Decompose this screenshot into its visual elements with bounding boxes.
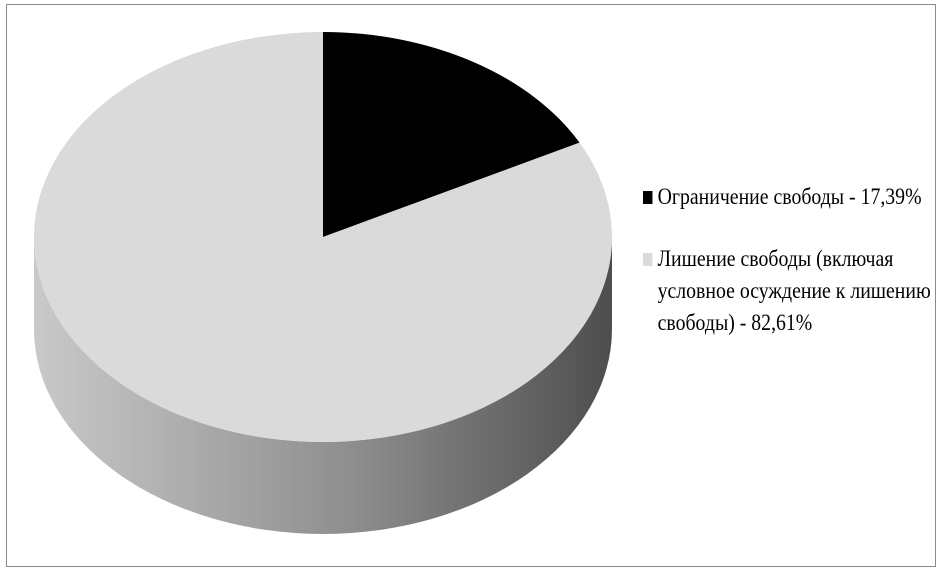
legend-label-deprivation: Лишение свободы (включая условное осужде… (658, 246, 931, 335)
legend-swatch-restriction (643, 191, 652, 204)
legend-swatch-deprivation (643, 253, 652, 266)
legend-item-restriction: Ограничение свободы - 17,39% (643, 181, 941, 213)
legend-label-restriction: Ограничение свободы - 17,39% (658, 184, 922, 209)
legend-item-deprivation: Лишение свободы (включая условное осужде… (643, 243, 941, 339)
legend: Ограничение свободы - 17,39% Лишение сво… (643, 181, 935, 369)
